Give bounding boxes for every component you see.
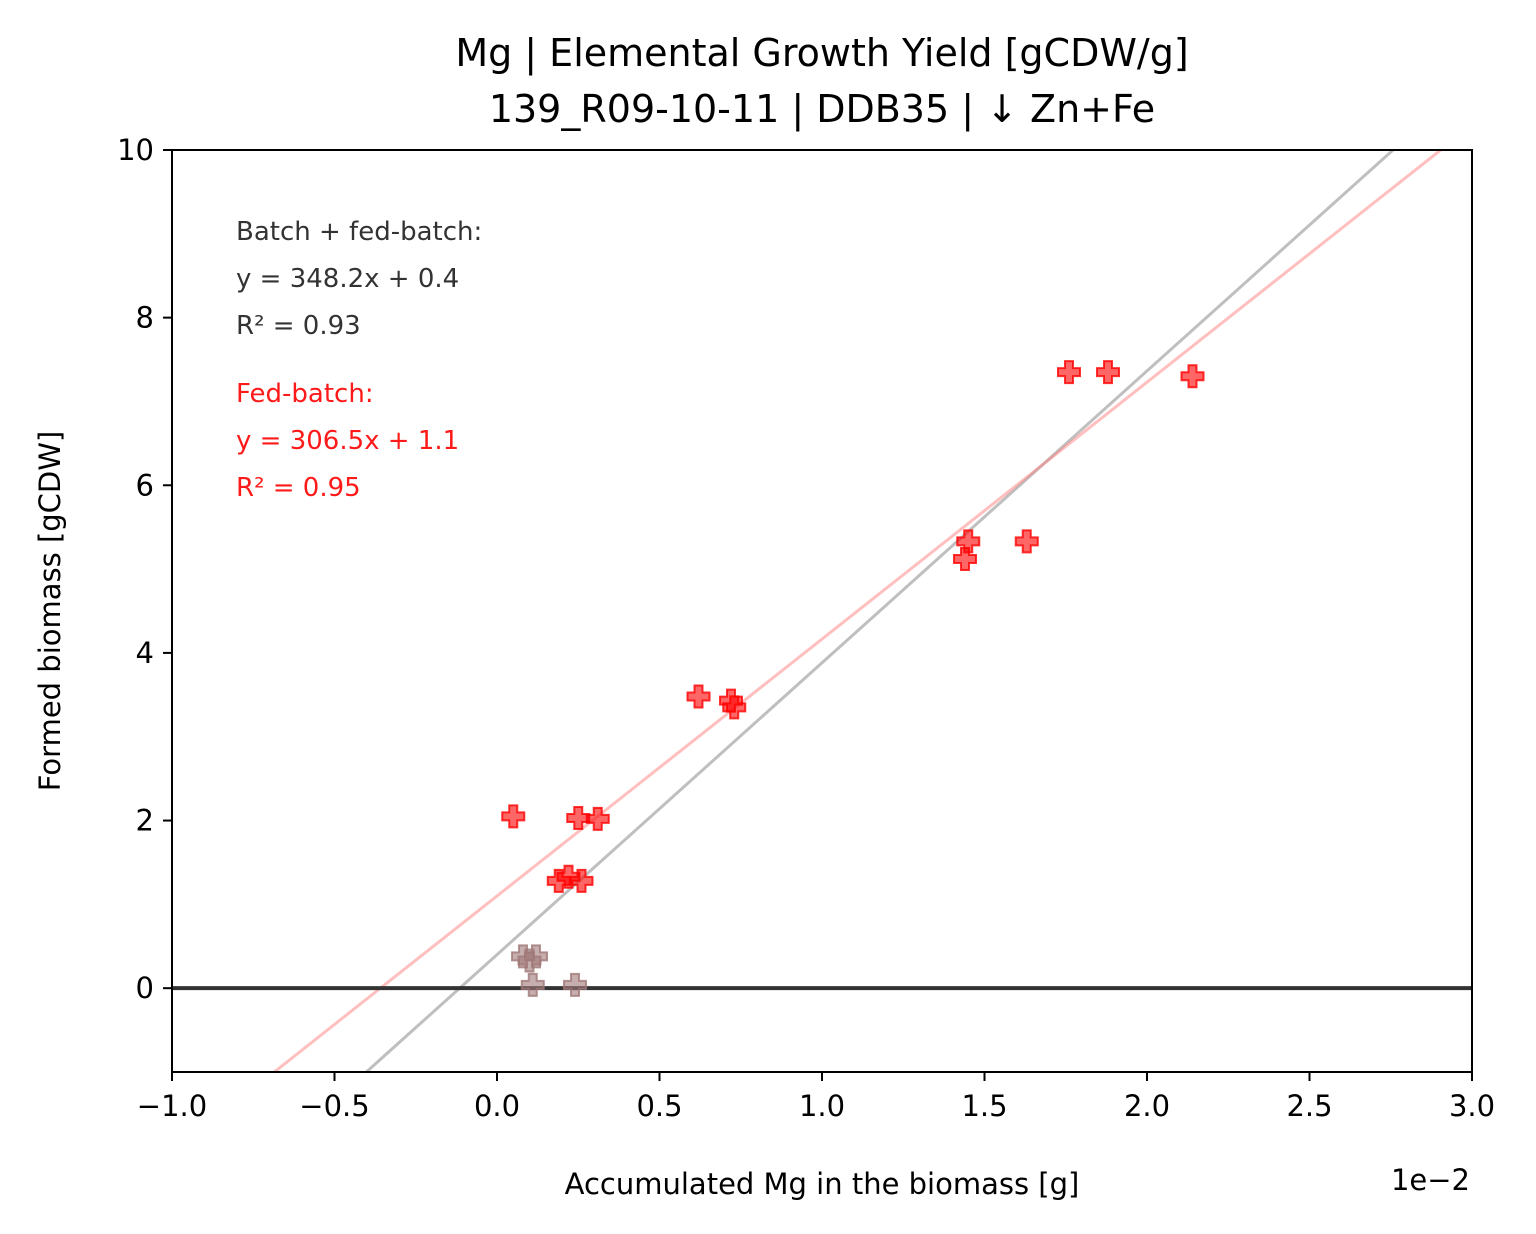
y-axis-label: Formed biomass [gCDW] — [33, 431, 67, 791]
y-tick-label: 8 — [136, 301, 154, 335]
y-tick-label: 2 — [136, 804, 154, 838]
data-point — [563, 972, 587, 997]
data-point — [501, 804, 526, 829]
data-point — [520, 972, 545, 997]
x-tick-label: 1.5 — [961, 1089, 1007, 1123]
data-point — [722, 695, 747, 720]
x-axis-label: Accumulated Mg in the biomass [g] — [565, 1167, 1080, 1201]
x-tick-label: 0.0 — [474, 1089, 520, 1123]
x-tick-label: 2.0 — [1124, 1089, 1170, 1123]
data-point — [956, 529, 981, 554]
x-tick-label: 0.5 — [636, 1089, 682, 1123]
data-point — [1180, 364, 1205, 389]
chart-subtitle: 139_R09-10-11 | DDB35 | ↓ Zn+Fe — [489, 87, 1155, 132]
y-axis: 0 2 4 6 8 10 — [117, 133, 172, 1005]
y-tick-label: 0 — [136, 971, 154, 1005]
annotation-line: y = 306.5x + 1.1 — [236, 426, 459, 456]
series-1 — [501, 360, 1205, 893]
x-tick-label: 1.0 — [799, 1089, 845, 1123]
data-point — [556, 864, 581, 889]
y-tick-label: 6 — [136, 468, 154, 502]
data-point — [524, 944, 548, 969]
chart-title: Mg | Elemental Growth Yield [gCDW/g] — [455, 31, 1188, 76]
data-point — [585, 806, 610, 831]
x-tick-label: 3.0 — [1449, 1089, 1495, 1123]
x-axis: −1.0 −0.5 0.0 0.5 1.0 1.5 2.0 2.5 3.0 — [137, 1072, 1495, 1123]
data-point — [686, 684, 711, 709]
plot-content — [172, 150, 1472, 1072]
data-point — [1057, 360, 1081, 385]
data-point — [953, 547, 977, 572]
x-tick-label: −0.5 — [299, 1089, 369, 1123]
fit-line-1 — [364, 150, 1396, 1072]
annotation-line: Fed-batch: — [236, 379, 374, 409]
annotation-line: R² = 0.95 — [236, 473, 361, 503]
annotation-line: R² = 0.93 — [236, 311, 361, 341]
data-point — [569, 868, 594, 893]
fit-annotations: Batch + fed-batch: y = 348.2x + 0.4 R² = 0… — [236, 217, 482, 503]
annotation-line: Batch + fed-batch: — [236, 217, 482, 247]
x-tick-label: 2.5 — [1286, 1089, 1332, 1123]
plot-area — [172, 150, 1472, 1072]
fit-line-2 — [271, 150, 1444, 1072]
annotation-line: y = 348.2x + 0.4 — [236, 264, 459, 294]
x-tick-label: −1.0 — [137, 1089, 207, 1123]
data-point — [1014, 529, 1039, 554]
data-point — [1096, 360, 1120, 385]
series-2 — [511, 944, 587, 997]
y-tick-label: 4 — [136, 636, 154, 670]
y-tick-label: 10 — [117, 133, 154, 167]
x-axis-scale-label: 1e−2 — [1391, 1163, 1470, 1197]
data-point — [566, 806, 591, 831]
